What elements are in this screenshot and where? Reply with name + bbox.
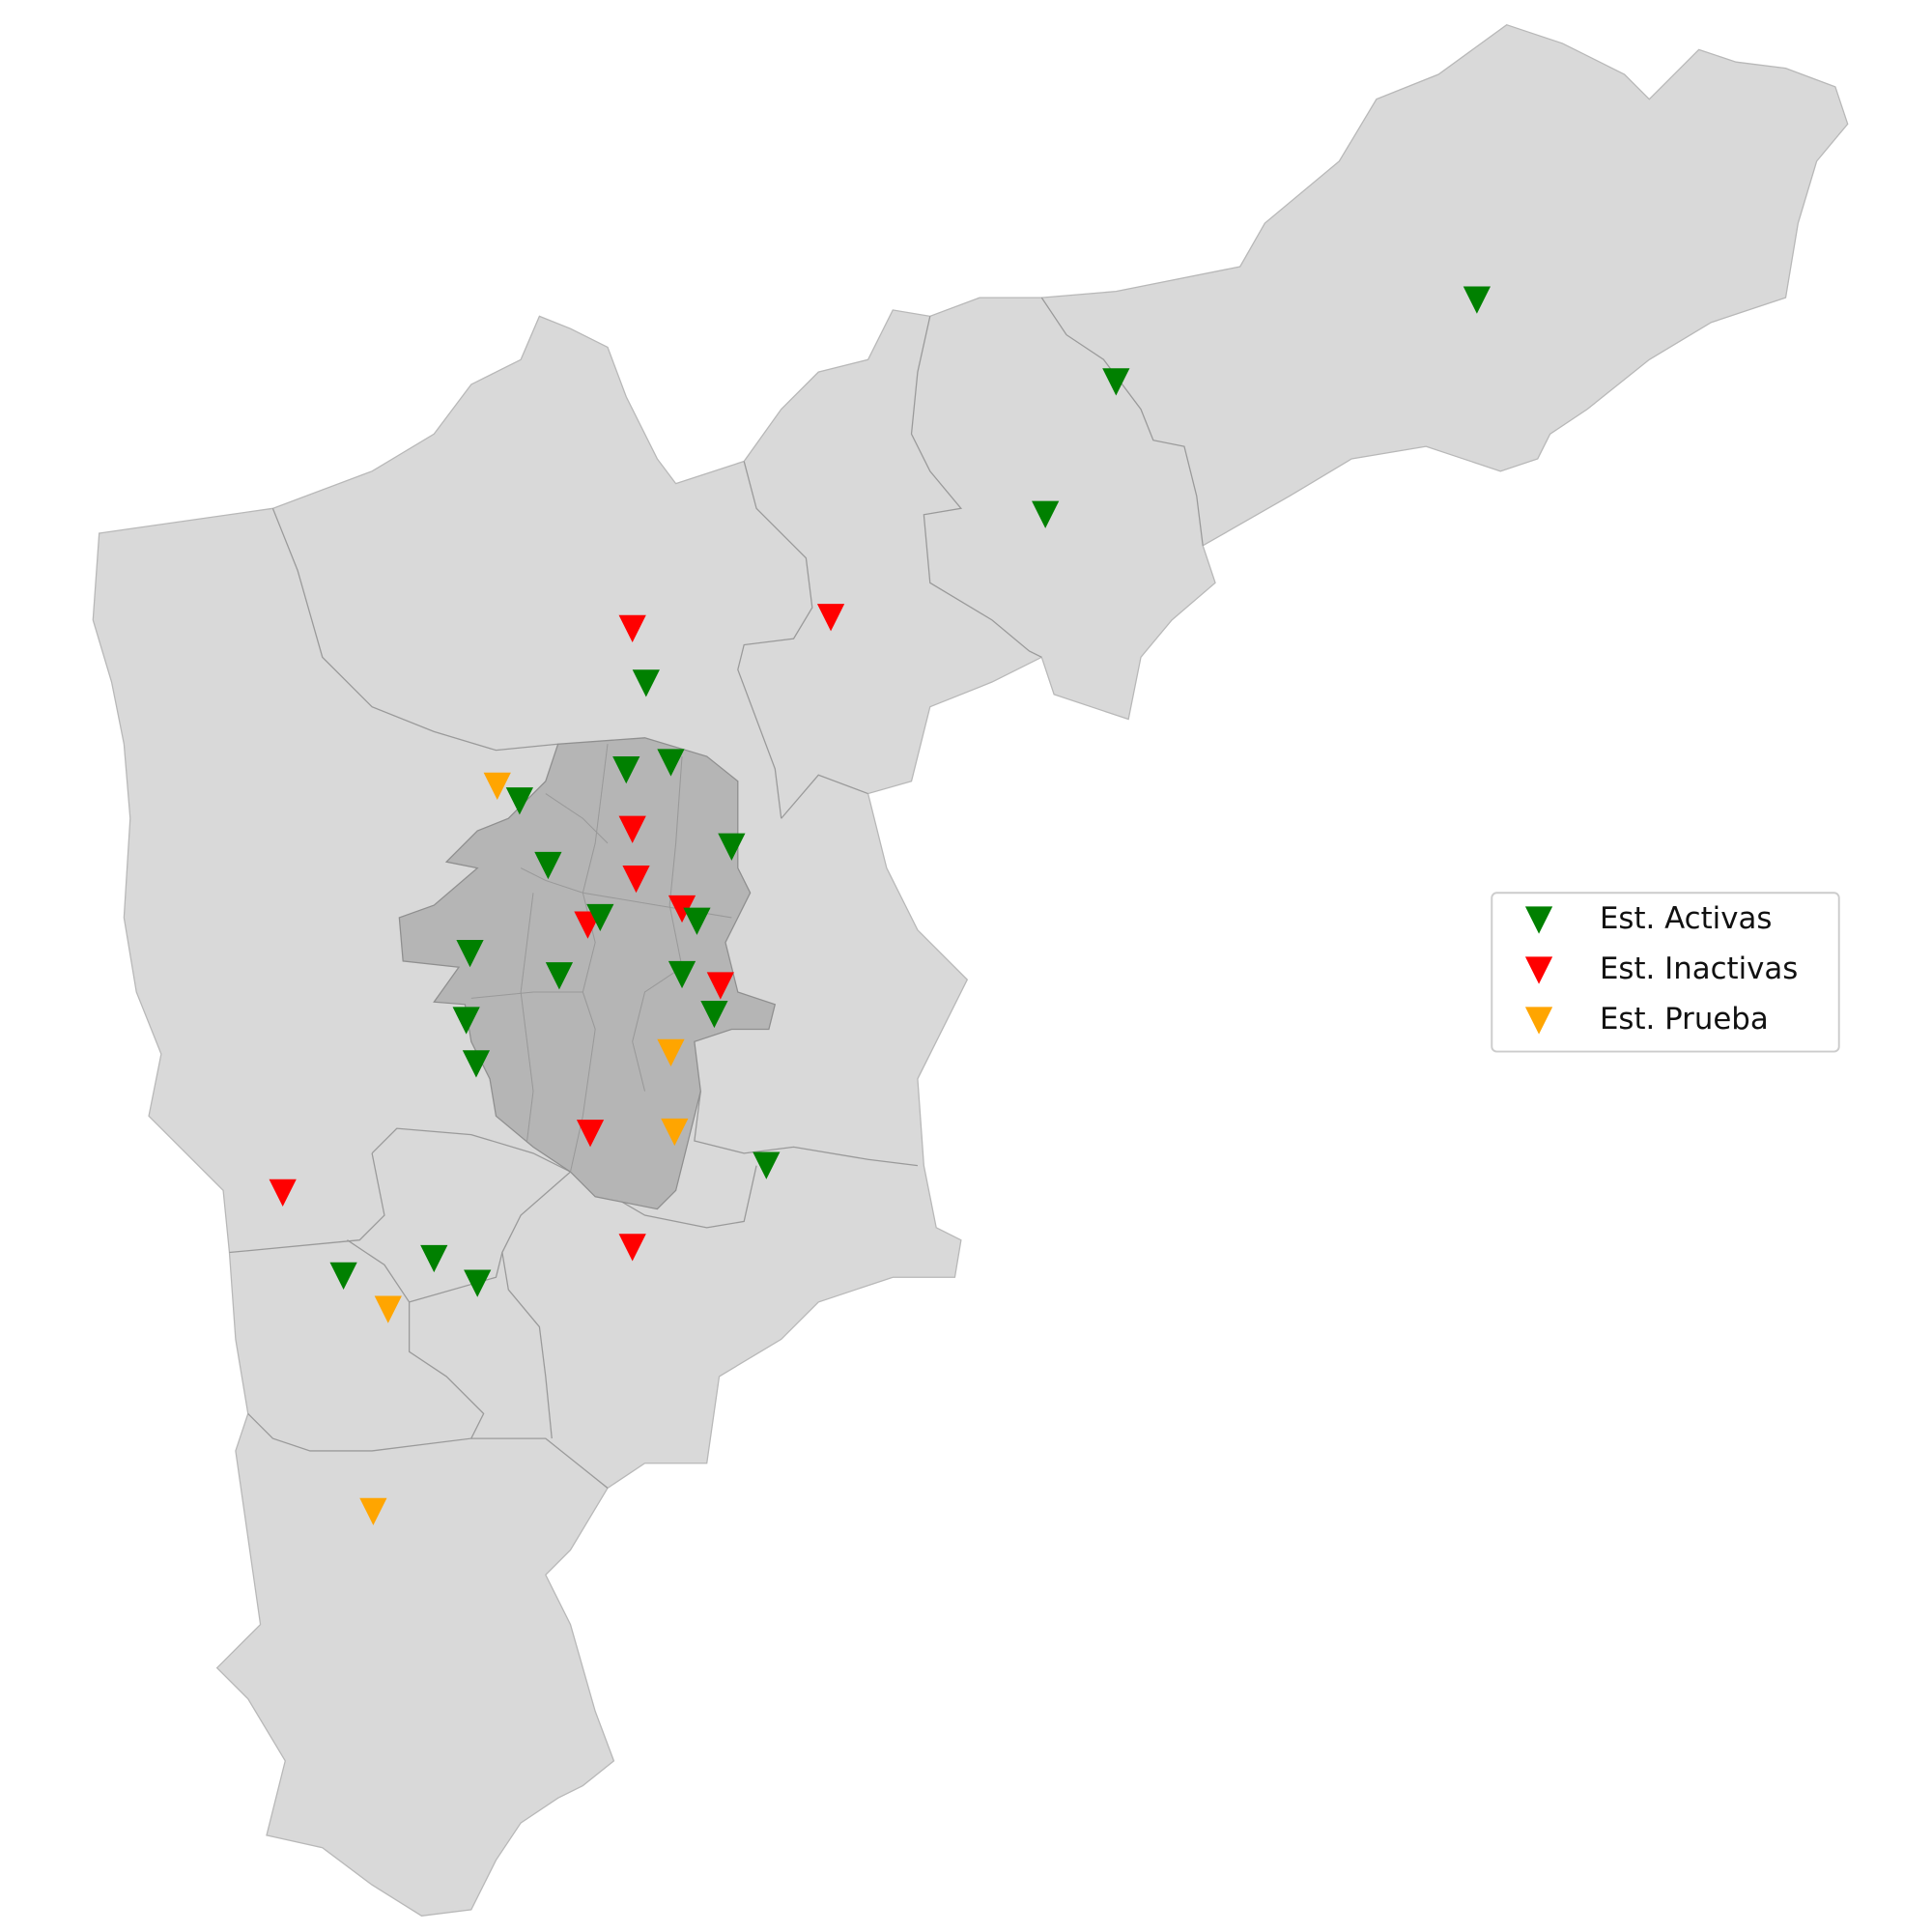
station-marker: [452, 1007, 480, 1035]
station-marker: [576, 1120, 605, 1148]
station-marker: [545, 962, 574, 990]
station-marker: [618, 1234, 646, 1262]
station-marker: [661, 1118, 689, 1147]
station-marker: [657, 749, 685, 777]
station-marker: [586, 903, 614, 932]
station-marker: [1102, 368, 1130, 396]
station-marker: [462, 1050, 491, 1078]
legend-marker: [1524, 1007, 1553, 1035]
station-marker: [420, 1244, 448, 1273]
station-marker: [456, 940, 484, 968]
station-marker: [816, 604, 845, 632]
station-marker: [668, 960, 696, 989]
station-marker: [269, 1179, 297, 1208]
legend-marker: [1524, 906, 1553, 934]
station-marker: [668, 895, 696, 923]
legend-label: Est. Inactivas: [1600, 952, 1798, 986]
station-marker: [1463, 286, 1492, 314]
station-marker: [1032, 500, 1060, 528]
station-marker: [622, 866, 650, 894]
station-marker: [612, 756, 640, 784]
station-marker: [534, 851, 562, 880]
legend-box: [1491, 892, 1840, 1053]
station-marker: [718, 833, 746, 861]
region: [92, 23, 1849, 1917]
station-marker: [753, 1151, 781, 1179]
station-marker: [374, 1295, 402, 1323]
station-marker: [464, 1269, 492, 1297]
station-marker: [700, 1000, 728, 1029]
legend-marker: [1524, 956, 1553, 984]
station-marker: [632, 669, 660, 697]
legend-label: Est. Prueba: [1600, 1002, 1769, 1037]
station-marker: [683, 907, 711, 935]
station-marker: [657, 1038, 685, 1066]
stations: [269, 286, 1492, 1525]
station-marker: [618, 614, 646, 642]
station-marker: [329, 1262, 357, 1291]
station-marker: [618, 815, 646, 843]
station-marker: [483, 772, 511, 800]
station-marker: [706, 972, 734, 1000]
station-marker: [359, 1497, 387, 1525]
legend-label: Est. Activas: [1600, 901, 1772, 936]
boundaries: [229, 297, 1204, 1489]
legend: Est. Activas Est. Inactivas Est. Prueba: [1491, 892, 1840, 1053]
station-marker: [505, 787, 533, 815]
